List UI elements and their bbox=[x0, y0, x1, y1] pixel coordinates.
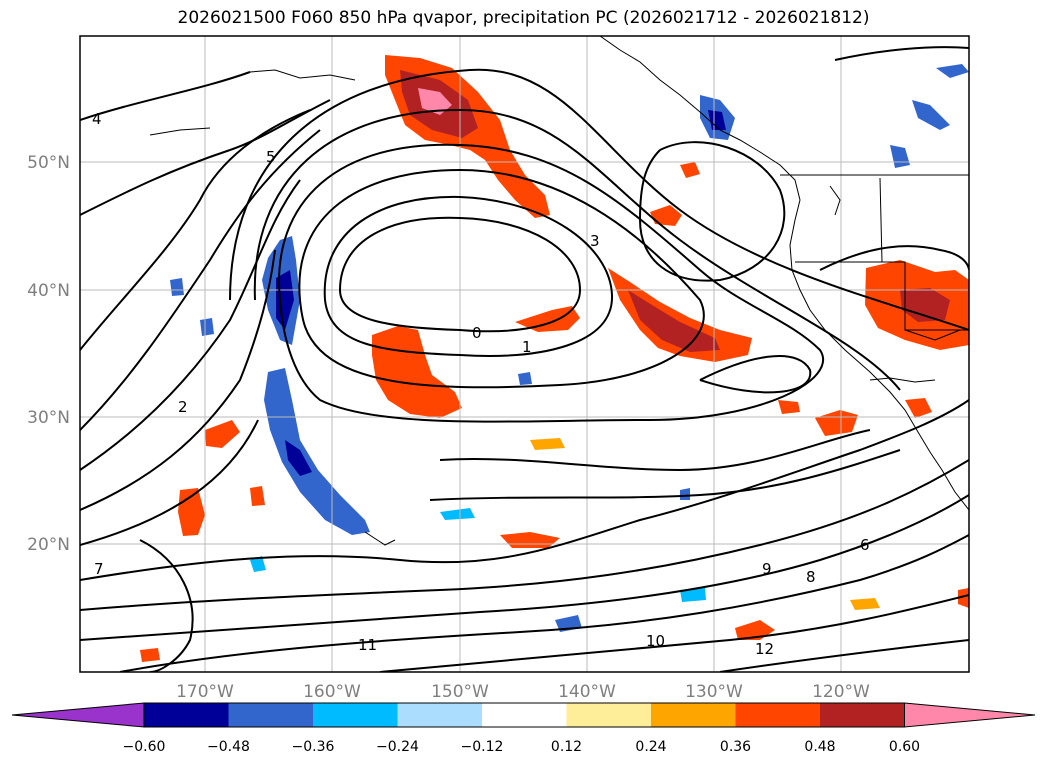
lat-label-50n: 50°N bbox=[27, 153, 70, 173]
lon-label-140w: 140°W bbox=[558, 682, 616, 702]
colorbar-tick-label: 0.48 bbox=[804, 739, 835, 755]
contour-label-5: 5 bbox=[266, 148, 276, 166]
contour-label-10: 10 bbox=[646, 632, 665, 650]
contour-label-3: 3 bbox=[590, 232, 600, 250]
colorbar-segment bbox=[566, 703, 651, 727]
lon-label-130w: 130°W bbox=[685, 682, 743, 702]
lon-label-120w: 120°W bbox=[812, 682, 870, 702]
colorbar-tick-label: 0.60 bbox=[889, 739, 920, 755]
colorbar-segment bbox=[820, 703, 905, 727]
colorbar-segment bbox=[313, 703, 398, 727]
colorbar-tick-label: 0.12 bbox=[551, 739, 582, 755]
contour-label-0: 0 bbox=[472, 324, 482, 342]
colorbar: −0.60 −0.48 −0.36 −0.24 −0.12 0.12 0.24 … bbox=[11, 702, 1036, 755]
contour-label-9: 9 bbox=[762, 560, 772, 578]
lon-label-150w: 150°W bbox=[431, 682, 489, 702]
colorbar-tick-label: −0.60 bbox=[123, 739, 166, 755]
colorbar-tick-label: −0.36 bbox=[292, 739, 335, 755]
colorbar-tick-label: 0.36 bbox=[720, 739, 751, 755]
colorbar-tick-label: −0.12 bbox=[461, 739, 504, 755]
lat-label-20n: 20°N bbox=[27, 535, 70, 555]
colorbar-segment bbox=[397, 703, 482, 727]
plot-frame bbox=[79, 35, 970, 673]
contour-label-4: 4 bbox=[92, 110, 102, 128]
colorbar-segment bbox=[482, 703, 567, 727]
colorbar-tick-label: 0.24 bbox=[635, 739, 666, 755]
contour-label-7: 7 bbox=[94, 560, 104, 578]
colorbar-segment bbox=[651, 703, 736, 727]
latitude-labels: 50°N 40°N 30°N 20°N bbox=[27, 153, 70, 555]
colorbar-extend-high bbox=[904, 703, 1035, 727]
contour-label-2: 2 bbox=[178, 398, 188, 416]
lon-label-160w: 160°W bbox=[303, 682, 361, 702]
coastlines bbox=[149, 36, 969, 546]
colorbar-segment bbox=[144, 703, 229, 727]
contour-label-11: 11 bbox=[358, 636, 377, 654]
contour-labels: 0 1 2 3 4 5 6 7 8 9 10 11 12 bbox=[92, 110, 870, 658]
colorbar-segment bbox=[735, 703, 820, 727]
longitude-labels: 170°W 160°W 150°W 140°W 130°W 120°W bbox=[176, 682, 870, 702]
colorbar-extend-low bbox=[12, 703, 144, 727]
qvapor-contours bbox=[80, 46, 969, 672]
map-plot-area: 0 1 2 3 4 5 6 7 8 9 10 11 12 bbox=[80, 36, 969, 672]
lon-label-170w: 170°W bbox=[176, 682, 234, 702]
colorbar-tick-label: −0.48 bbox=[207, 739, 250, 755]
lat-label-30n: 30°N bbox=[27, 408, 70, 428]
contour-label-1: 1 bbox=[522, 338, 532, 356]
colorbar-segment bbox=[228, 703, 313, 727]
map-title: 2026021500 F060 850 hPa qvapor, precipit… bbox=[177, 8, 870, 28]
contour-label-6: 6 bbox=[860, 536, 870, 554]
contour-label-8: 8 bbox=[806, 568, 816, 586]
contour-label-12: 12 bbox=[755, 640, 774, 658]
lat-label-40n: 40°N bbox=[27, 281, 70, 301]
colorbar-tick-label: −0.24 bbox=[376, 739, 419, 755]
